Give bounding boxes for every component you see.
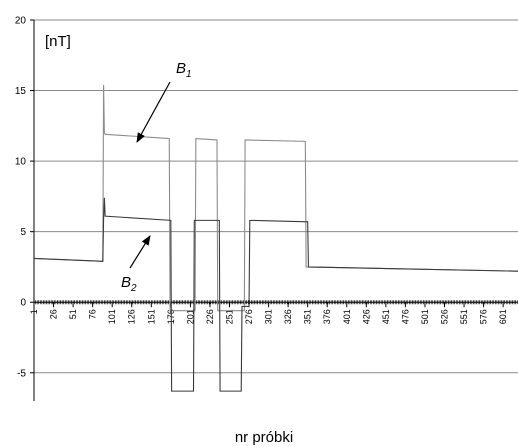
x-tick-label: 101 xyxy=(107,309,117,324)
x-tick-label: 501 xyxy=(420,309,430,324)
x-tick-label: 376 xyxy=(322,309,332,324)
x-tick-label: 26 xyxy=(49,309,59,319)
y-tick-label: -5 xyxy=(17,368,26,379)
x-tick-label: 476 xyxy=(400,309,410,324)
x-tick-label: 426 xyxy=(361,309,371,324)
y-tick-label: 5 xyxy=(20,227,26,238)
series-group xyxy=(33,84,518,392)
x-tick-label: 226 xyxy=(205,309,215,324)
x-axis-title: nr próbki xyxy=(235,429,293,446)
x-tick-label: 301 xyxy=(264,309,274,324)
unit-label: [nT] xyxy=(45,33,71,50)
y-tick-label: 10 xyxy=(15,157,27,168)
gridlines xyxy=(34,19,518,374)
x-tick-label: 326 xyxy=(283,309,293,324)
x-tick-label: 526 xyxy=(440,309,450,324)
x-tick-label: 551 xyxy=(459,309,469,324)
x-tick-label: 51 xyxy=(68,309,78,319)
x-tick-label: 401 xyxy=(342,309,352,324)
x-tick-label: 76 xyxy=(88,309,98,319)
x-tick-label: 151 xyxy=(146,309,156,324)
x-tick-label: 451 xyxy=(381,309,391,324)
y-axis: -5 0 5 10 15 20 xyxy=(15,16,35,401)
x-tick-label: 601 xyxy=(498,309,508,324)
x-axis: 1 26 51 76 101 126 151 176 201 226 251 276 301 326 351… xyxy=(29,300,518,324)
x-tick-label: 1 xyxy=(29,309,39,314)
series-arrow xyxy=(136,81,171,143)
y-tick-label: 20 xyxy=(15,16,27,27)
y-tick-label: 15 xyxy=(15,86,27,97)
annotations: B1 B2 xyxy=(121,60,192,294)
series-arrow xyxy=(129,235,151,269)
x-tick-label: 126 xyxy=(127,309,137,324)
series-line-B2 xyxy=(33,197,518,392)
series-label-B2: B2 xyxy=(121,274,137,294)
series-label-B1: B1 xyxy=(176,60,192,80)
x-tick-label: 251 xyxy=(224,309,234,324)
x-tick-label: 351 xyxy=(303,309,313,324)
series-line-B1 xyxy=(33,84,518,312)
x-tick-label: 276 xyxy=(244,309,254,324)
x-tick-label: 576 xyxy=(479,309,489,324)
x-tick-label: 201 xyxy=(185,309,195,324)
y-tick-label: 0 xyxy=(20,298,26,309)
